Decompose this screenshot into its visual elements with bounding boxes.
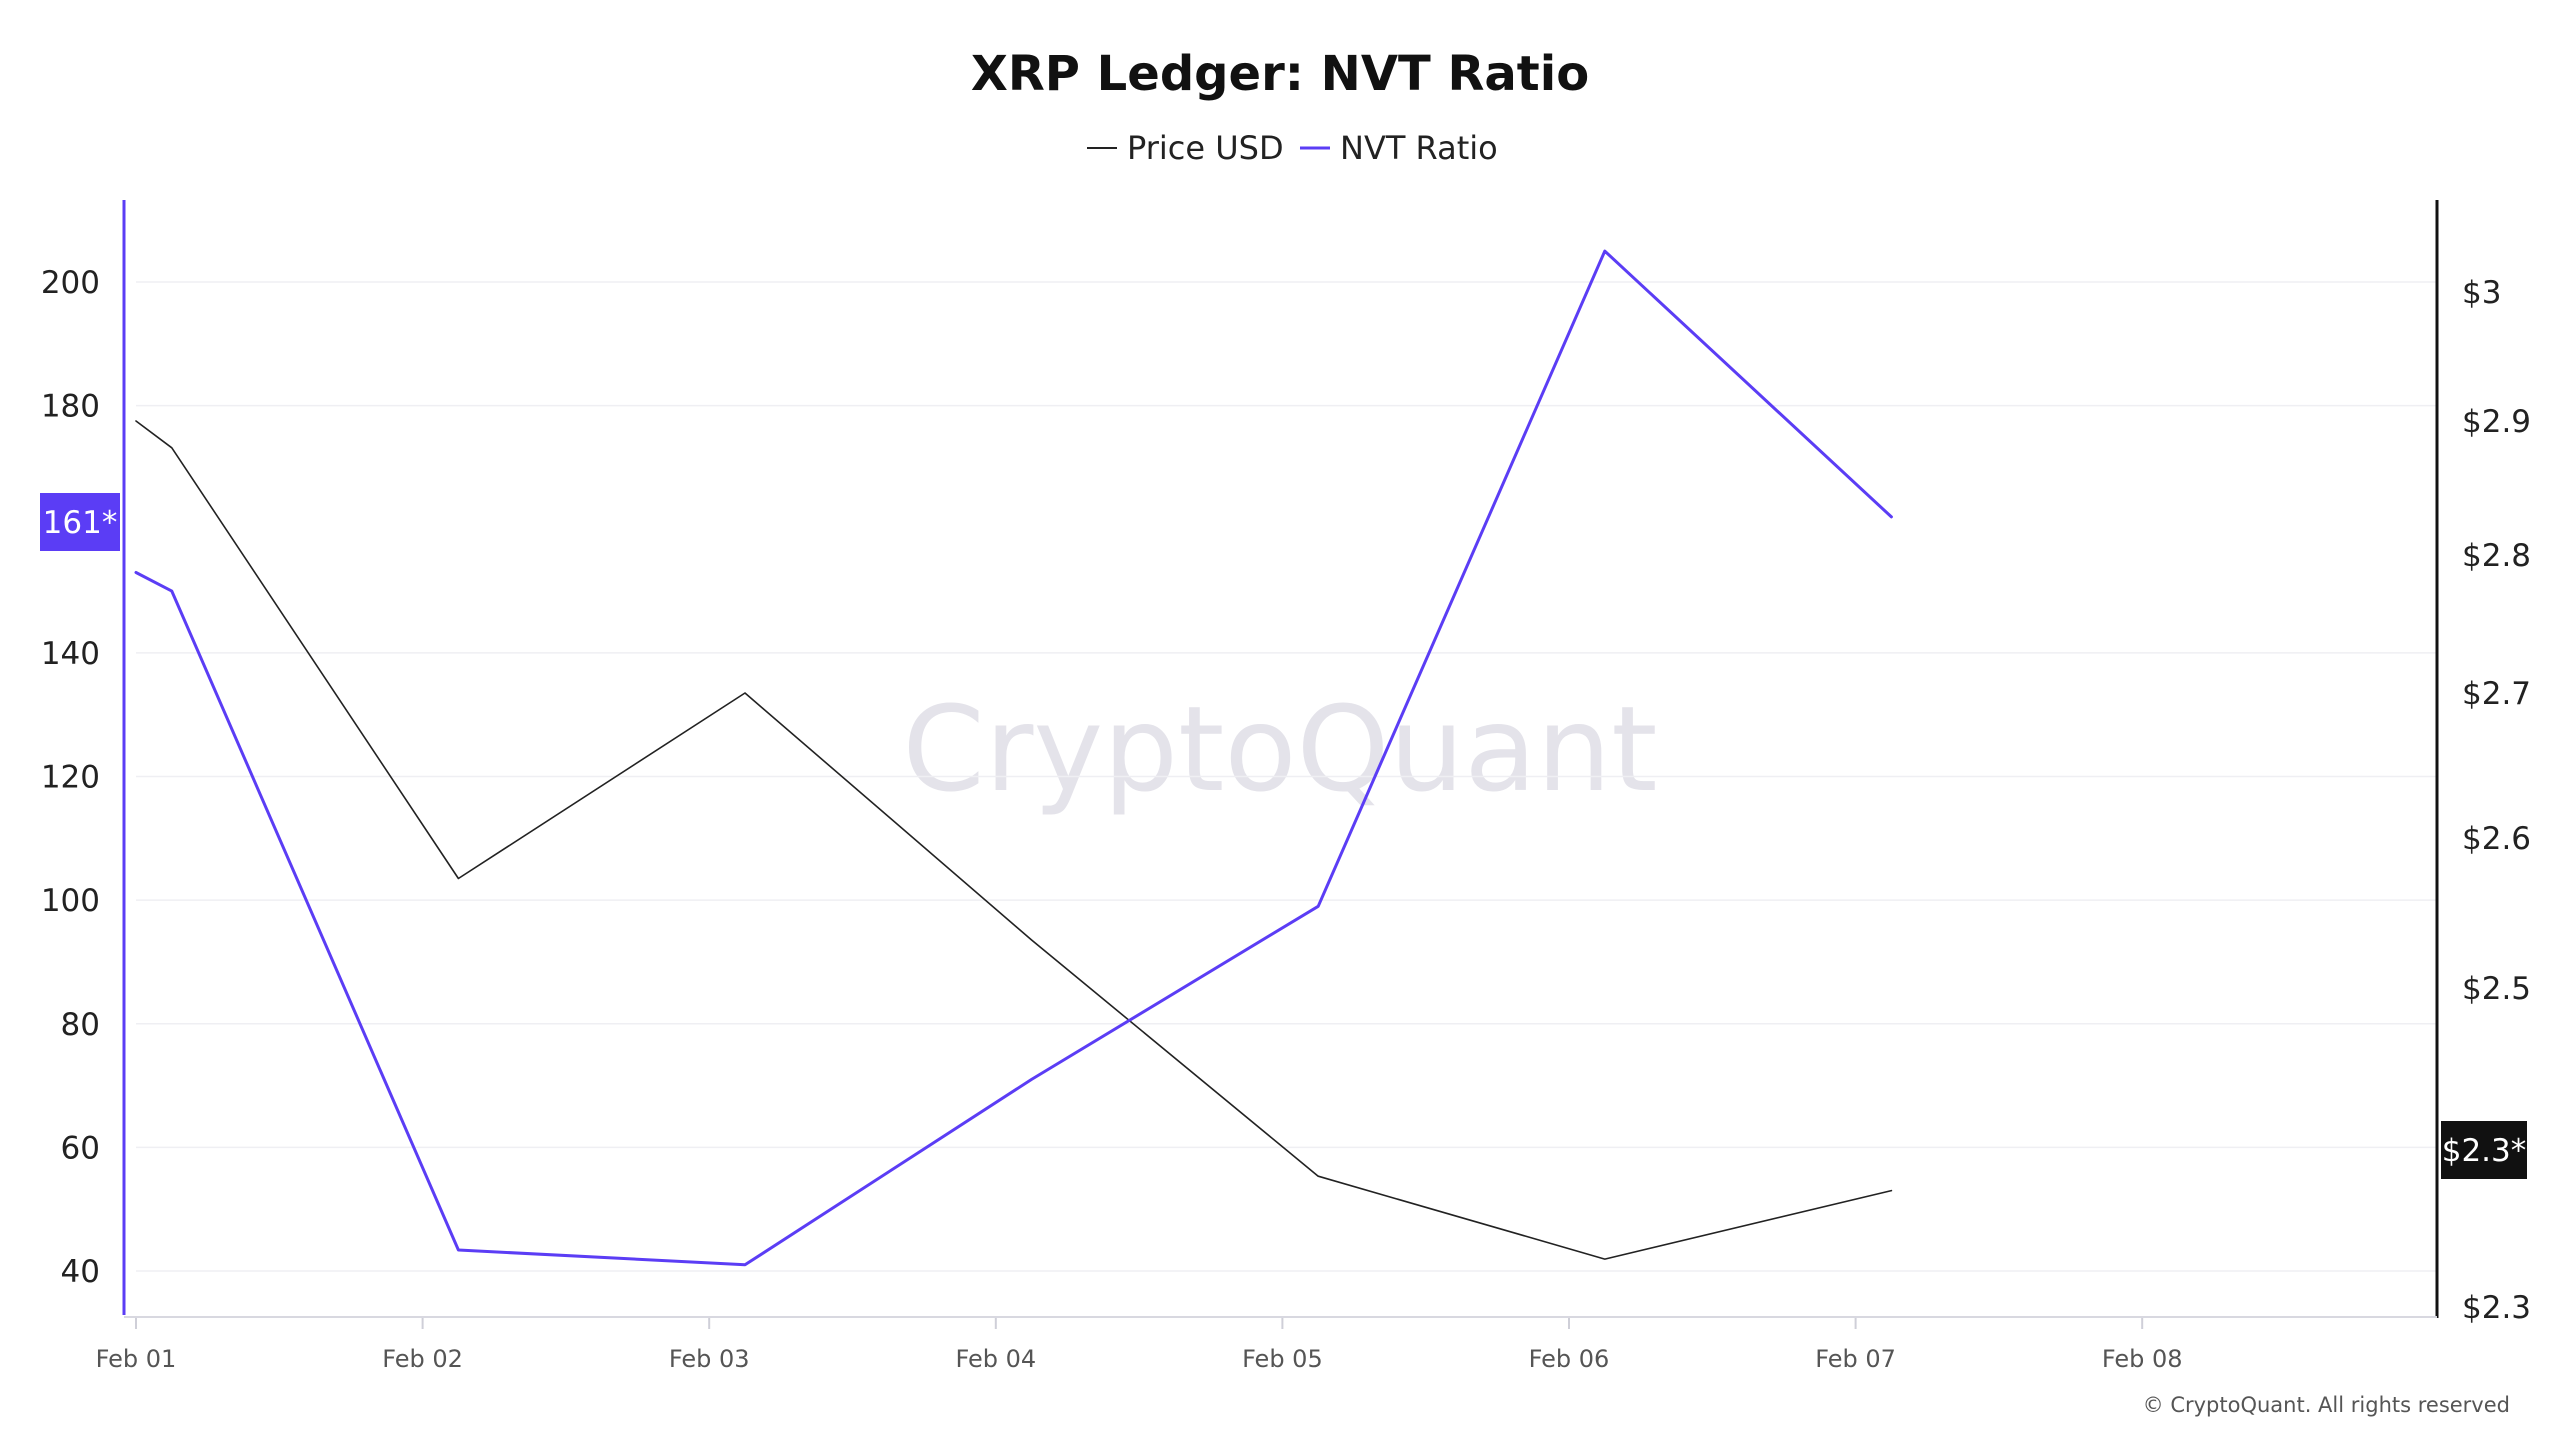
left-last-value-badge: 161*	[40, 493, 120, 551]
left-tick-label: 180	[41, 389, 100, 425]
series-layer	[134, 249, 1893, 1267]
right-last-value-badge: $2.3*	[2441, 1121, 2527, 1179]
series-line-price-usd[interactable]	[135, 420, 1893, 1260]
grid	[136, 281, 2437, 1272]
x-tick-label: Feb 04	[955, 1345, 1036, 1373]
x-tick-label: Feb 01	[96, 1345, 177, 1373]
x-tick-label: Feb 02	[382, 1345, 463, 1373]
left-tick-label: 120	[41, 760, 100, 796]
left-tick-label: 40	[61, 1254, 100, 1290]
left-tick-label: 60	[61, 1130, 100, 1166]
copyright-text: © CryptoQuant. All rights reserved	[2143, 1393, 2510, 1417]
left-tick-label: 140	[41, 636, 100, 672]
right-tick-label: $2.8	[2462, 538, 2531, 574]
right-badge-label: $2.3*	[2442, 1133, 2527, 1169]
right-axis-ticks: $3 $2.9 $2.8 $2.7 $2.6 $2.5 $2.3	[2462, 275, 2531, 1326]
x-tick-label: Feb 03	[669, 1345, 750, 1373]
watermark: CryptoQuant	[902, 680, 1657, 818]
x-tick-label: Feb 08	[2102, 1345, 2183, 1373]
legend: Price USD NVT Ratio	[1087, 129, 1498, 167]
x-tick-label: Feb 06	[1529, 1345, 1610, 1373]
legend-label-price[interactable]: Price USD	[1127, 129, 1284, 167]
x-axis-ticks: Feb 01 Feb 02 Feb 03 Feb 04 Feb 05 Feb 06 Feb …	[96, 1317, 2183, 1373]
right-tick-label: $2.3	[2462, 1290, 2531, 1326]
x-tick-label: Feb 07	[1815, 1345, 1896, 1373]
legend-label-nvt[interactable]: NVT Ratio	[1340, 129, 1498, 167]
left-tick-label: 200	[41, 265, 100, 301]
right-tick-label: $2.7	[2462, 676, 2531, 712]
x-tick-label: Feb 05	[1242, 1345, 1323, 1373]
left-tick-label: 80	[61, 1007, 100, 1043]
chart-title: XRP Ledger: NVT Ratio	[971, 46, 1589, 102]
series-line-nvt-ratio[interactable]	[134, 249, 1893, 1267]
right-tick-label: $2.6	[2462, 821, 2531, 857]
right-badge-box	[2441, 1121, 2527, 1179]
right-tick-label: $3	[2462, 275, 2501, 311]
left-badge-label: 161*	[43, 505, 118, 541]
right-tick-label: $2.5	[2462, 971, 2531, 1007]
left-axis-ticks: 200 180 140 120 100 80 60 40	[41, 265, 100, 1290]
left-tick-label: 100	[41, 883, 100, 919]
right-tick-label: $2.9	[2462, 404, 2531, 440]
left-badge-box	[40, 493, 120, 551]
